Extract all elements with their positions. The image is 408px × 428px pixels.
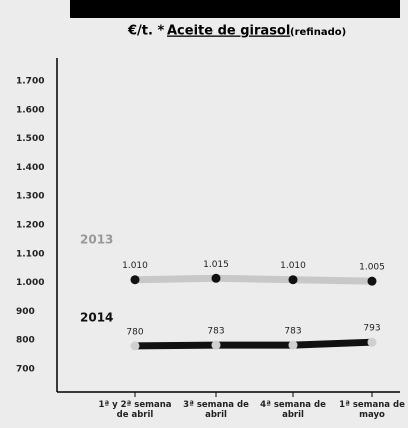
value-label: 1.010 xyxy=(122,261,148,271)
series-line xyxy=(131,338,376,350)
marker xyxy=(288,275,298,285)
y-tick-label: 1.500 xyxy=(16,134,44,144)
y-tick-label: 1.700 xyxy=(16,77,44,87)
marker xyxy=(367,337,377,347)
marker xyxy=(211,273,221,283)
y-tick-label: 1.300 xyxy=(16,192,44,202)
value-label: 1.015 xyxy=(203,260,229,270)
value-label: 1.005 xyxy=(359,263,385,273)
value-label: 1.010 xyxy=(280,261,306,271)
subtitle: (refinado) xyxy=(290,27,346,38)
marker xyxy=(211,340,221,350)
y-tick-label: 1.600 xyxy=(16,105,44,115)
value-label: 780 xyxy=(126,327,143,337)
series-line xyxy=(131,274,376,285)
value-label: 783 xyxy=(284,327,301,337)
value-label: 793 xyxy=(363,324,380,334)
unit: €/t. * xyxy=(127,24,164,39)
x-tick-label: 4ª semana de abril xyxy=(260,400,326,420)
y-tick-label: 900 xyxy=(16,307,35,317)
x-tick-label: 1ª y 2ª semana de abril xyxy=(98,400,172,420)
y-tick-label: 1.000 xyxy=(16,278,44,288)
y-tick-label: 1.100 xyxy=(16,249,44,259)
y-tick-label: 1.200 xyxy=(16,221,44,231)
x-tick-label: 1ª semana de mayo xyxy=(339,400,405,420)
y-tick-label: 700 xyxy=(16,364,35,374)
marker xyxy=(288,340,298,350)
marker xyxy=(367,276,377,286)
marker xyxy=(130,341,140,351)
x-tick-label: 3ª semana de abril xyxy=(183,400,249,420)
series-label: 2014 xyxy=(80,311,113,325)
value-label: 783 xyxy=(207,327,224,337)
header-bar xyxy=(70,0,400,18)
marker xyxy=(130,275,140,285)
series-label: 2013 xyxy=(80,233,113,247)
y-tick-label: 1.400 xyxy=(16,163,44,173)
y-tick-label: 800 xyxy=(16,336,35,346)
chart-title: Aceite de girasol xyxy=(167,24,290,39)
